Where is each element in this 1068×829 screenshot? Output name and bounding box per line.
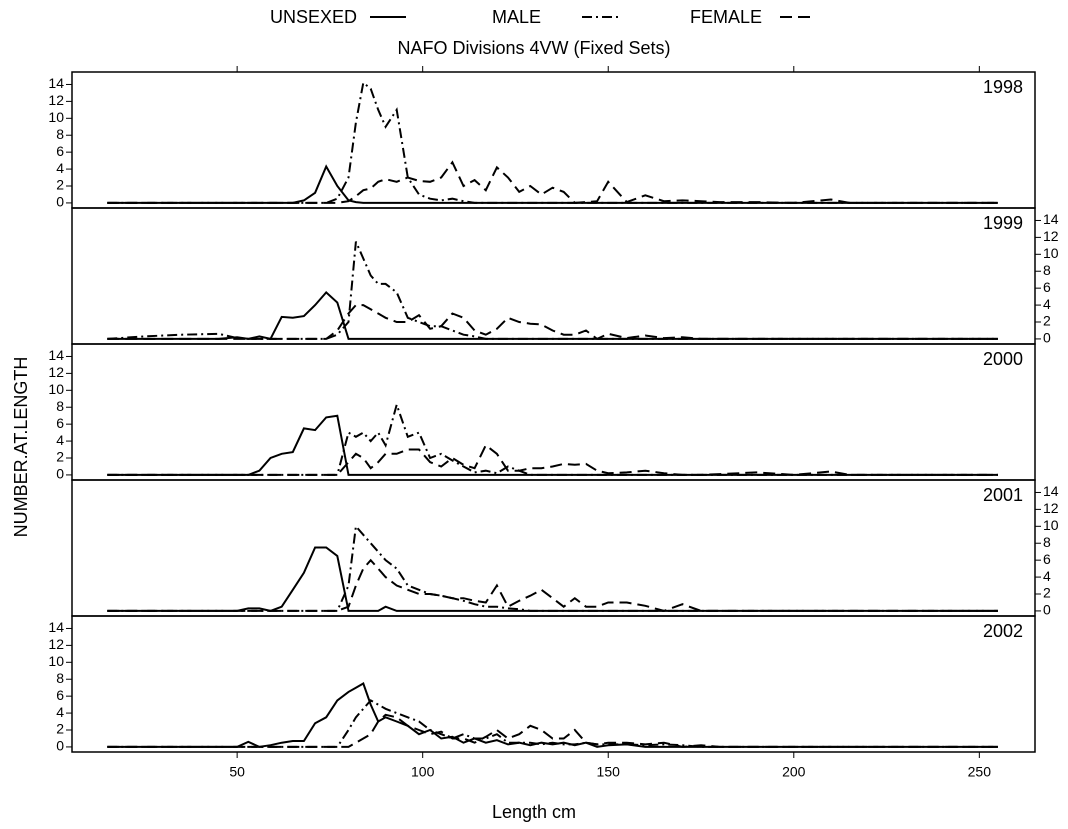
- y-tick-label: 4: [1043, 568, 1051, 584]
- series-line: [107, 414, 998, 476]
- y-tick-label: 4: [56, 704, 64, 720]
- y-tick-label: 0: [56, 194, 64, 210]
- panel-label: 2001: [983, 485, 1023, 505]
- panel-frame: [71, 343, 1036, 481]
- y-tick-label: 2: [56, 449, 64, 465]
- x-tick-label: 150: [597, 764, 621, 780]
- y-tick-label: 2: [1043, 313, 1051, 329]
- panel-label: 2002: [983, 621, 1023, 641]
- y-tick-label: 12: [48, 92, 64, 108]
- y-tick-label: 12: [48, 364, 64, 380]
- series-line: [107, 290, 998, 341]
- panel-label: 1998: [983, 77, 1023, 97]
- y-tick-label: 0: [56, 738, 64, 754]
- y-tick-label: 10: [1043, 245, 1059, 261]
- legend-label: UNSEXED: [270, 7, 357, 27]
- legend-label: FEMALE: [690, 7, 762, 27]
- series-line: [107, 80, 998, 204]
- y-tick-label: 8: [56, 398, 64, 414]
- y-tick-label: 2: [56, 721, 64, 737]
- y-tick-label: 8: [1043, 534, 1051, 550]
- x-tick-label: 250: [968, 764, 992, 780]
- series-line: [107, 401, 998, 476]
- x-axis-label: Length cm: [492, 802, 576, 822]
- y-tick-label: 14: [48, 75, 64, 91]
- panel-frame: [71, 207, 1036, 345]
- y-tick-label: 10: [1043, 517, 1059, 533]
- panel-label: 2000: [983, 349, 1023, 369]
- y-tick-label: 4: [56, 160, 64, 176]
- y-tick-label: 2: [1043, 585, 1051, 601]
- y-tick-label: 0: [1043, 330, 1051, 346]
- series-line: [107, 558, 998, 612]
- y-tick-label: 6: [1043, 551, 1051, 567]
- panel-frame: [71, 479, 1036, 617]
- y-tick-label: 12: [48, 636, 64, 652]
- y-tick-label: 4: [56, 432, 64, 448]
- y-tick-label: 2: [56, 177, 64, 193]
- x-tick-label: 100: [411, 764, 435, 780]
- y-tick-label: 14: [1043, 211, 1059, 227]
- series-line: [107, 523, 998, 612]
- series-line: [107, 699, 998, 748]
- y-tick-label: 6: [1043, 279, 1051, 295]
- y-tick-label: 10: [48, 109, 64, 125]
- y-tick-label: 6: [56, 687, 64, 703]
- x-tick-label: 200: [782, 764, 806, 780]
- y-tick-label: 14: [1043, 483, 1059, 499]
- series-line: [107, 546, 998, 612]
- panel-label: 1999: [983, 213, 1023, 233]
- panel-frame: [71, 615, 1036, 753]
- y-tick-label: 12: [1043, 228, 1059, 244]
- y-tick-label: 0: [56, 466, 64, 482]
- series-line: [107, 304, 998, 341]
- chart-title: NAFO Divisions 4VW (Fixed Sets): [397, 38, 670, 58]
- y-tick-label: 8: [1043, 262, 1051, 278]
- y-tick-label: 10: [48, 381, 64, 397]
- series-line: [107, 164, 998, 204]
- series-line: [107, 682, 998, 748]
- y-tick-label: 6: [56, 415, 64, 431]
- x-tick-label: 50: [229, 764, 245, 780]
- y-axis-label: NUMBER.AT.LENGTH: [11, 357, 31, 538]
- y-tick-label: 8: [56, 126, 64, 142]
- y-tick-label: 12: [1043, 500, 1059, 516]
- series-line: [107, 713, 998, 748]
- series-line: [107, 443, 998, 476]
- y-tick-label: 14: [48, 347, 64, 363]
- series-line: [107, 241, 998, 340]
- series-line: [107, 160, 998, 204]
- legend-label: MALE: [492, 7, 541, 27]
- y-tick-label: 6: [56, 143, 64, 159]
- y-tick-label: 4: [1043, 296, 1051, 312]
- y-tick-label: 10: [48, 653, 64, 669]
- y-tick-label: 14: [48, 619, 64, 635]
- y-tick-label: 8: [56, 670, 64, 686]
- y-tick-label: 0: [1043, 602, 1051, 618]
